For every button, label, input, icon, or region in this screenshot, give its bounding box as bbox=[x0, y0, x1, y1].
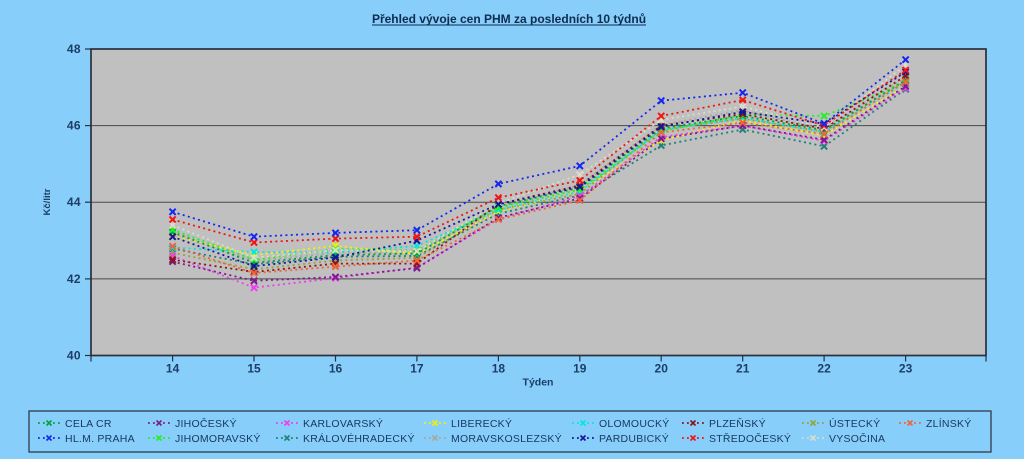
svg-text:ÚSTECKÝ: ÚSTECKÝ bbox=[829, 417, 880, 430]
svg-text:21: 21 bbox=[736, 362, 750, 376]
svg-text:Týden: Týden bbox=[523, 377, 554, 389]
svg-text:MORAVSKOSLEZSKÝ: MORAVSKOSLEZSKÝ bbox=[451, 432, 562, 445]
svg-text:48: 48 bbox=[67, 42, 81, 56]
svg-text:18: 18 bbox=[492, 362, 506, 376]
svg-text:44: 44 bbox=[67, 195, 81, 209]
svg-text:PLZEŇSKÝ: PLZEŇSKÝ bbox=[709, 417, 766, 430]
svg-text:42: 42 bbox=[67, 272, 81, 286]
svg-text:CELA CR: CELA CR bbox=[65, 418, 112, 430]
svg-text:STŘEDOČESKÝ: STŘEDOČESKÝ bbox=[709, 432, 791, 445]
svg-text:ZLÍNSKÝ: ZLÍNSKÝ bbox=[926, 417, 972, 430]
svg-text:KRÁLOVÉHRADECKÝ: KRÁLOVÉHRADECKÝ bbox=[303, 432, 415, 445]
svg-text:LIBERECKÝ: LIBERECKÝ bbox=[451, 417, 512, 430]
svg-text:40: 40 bbox=[67, 349, 81, 363]
svg-text:46: 46 bbox=[67, 119, 81, 133]
svg-text:Kč/litr: Kč/litr bbox=[42, 188, 53, 215]
svg-text:17: 17 bbox=[410, 362, 424, 376]
svg-text:19: 19 bbox=[573, 362, 587, 376]
svg-text:23: 23 bbox=[899, 362, 913, 376]
svg-text:15: 15 bbox=[247, 362, 261, 376]
svg-text:OLOMOUCKÝ: OLOMOUCKÝ bbox=[599, 417, 670, 430]
svg-text:Přehled vývoje cen PHM za posl: Přehled vývoje cen PHM za posledních 10 … bbox=[372, 12, 646, 26]
svg-text:JIHOČESKÝ: JIHOČESKÝ bbox=[175, 417, 237, 430]
svg-text:JIHOMORAVSKÝ: JIHOMORAVSKÝ bbox=[175, 432, 261, 445]
svg-text:14: 14 bbox=[166, 362, 180, 376]
svg-text:VYSOČINA: VYSOČINA bbox=[829, 432, 885, 445]
svg-text:KARLOVARSKÝ: KARLOVARSKÝ bbox=[303, 417, 383, 430]
svg-text:16: 16 bbox=[329, 362, 343, 376]
svg-text:PARDUBICKÝ: PARDUBICKÝ bbox=[599, 432, 669, 445]
svg-text:HL.M. PRAHA: HL.M. PRAHA bbox=[65, 433, 135, 445]
svg-text:20: 20 bbox=[655, 362, 669, 376]
svg-text:22: 22 bbox=[817, 362, 831, 376]
